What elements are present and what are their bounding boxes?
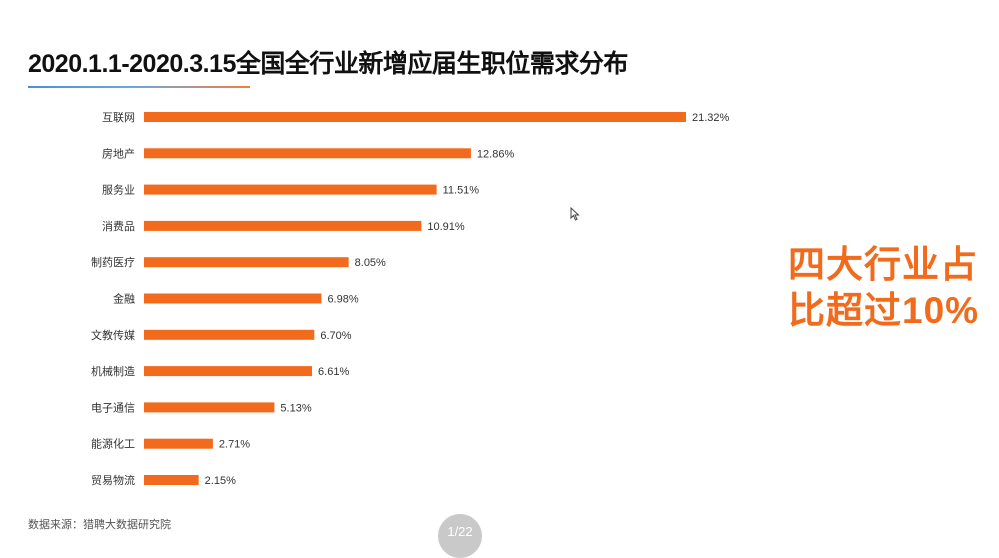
- value-label: 6.61%: [318, 366, 349, 378]
- bar: [144, 293, 322, 304]
- bar: [144, 366, 313, 377]
- category-label: 消费品: [102, 219, 135, 233]
- category-label: 文教传媒: [91, 328, 135, 342]
- title-underline: [28, 86, 250, 88]
- page-number: 1/22: [447, 524, 473, 539]
- bar-chart: 互联网 21.32% 房地产 12.86% 服务业 11.51% 消费品 10.91% 制药医疗…: [91, 111, 730, 487]
- category-label: 互联网: [102, 111, 135, 124]
- bar: [144, 148, 471, 159]
- data-source: 数据来源：猎聘大数据研究院: [28, 519, 171, 531]
- chart-title: 2020.1.1-2020.3.15全国全行业新增应届生职位需求分布: [28, 50, 628, 78]
- category-label: 能源化工: [91, 437, 135, 451]
- page-indicator[interactable]: 1/22: [438, 514, 482, 558]
- category-label: 服务业: [102, 184, 135, 197]
- bar: [144, 475, 199, 485]
- bar: [144, 112, 686, 122]
- value-label: 21.32%: [692, 112, 730, 124]
- value-label: 5.13%: [280, 402, 311, 414]
- callout-text: 四大行业占 比超过10%: [788, 242, 993, 334]
- category-label: 机械制造: [91, 364, 135, 378]
- bar: [144, 402, 275, 413]
- category-label: 金融: [113, 292, 135, 306]
- category-label: 电子通信: [91, 401, 135, 414]
- value-label: 6.70%: [320, 330, 351, 342]
- bar: [144, 184, 437, 195]
- value-label: 2.71%: [219, 439, 250, 451]
- value-label: 8.05%: [355, 257, 386, 269]
- bar: [144, 220, 422, 231]
- category-label: 制药医疗: [91, 255, 135, 269]
- category-label: 房地产: [102, 146, 135, 160]
- value-label: 6.98%: [327, 294, 358, 306]
- value-label: 10.91%: [427, 221, 465, 233]
- bar: [144, 257, 349, 268]
- value-label: 2.15%: [205, 475, 236, 487]
- value-label: 11.51%: [443, 185, 480, 197]
- mouse-cursor-icon: [570, 207, 580, 221]
- category-label: 贸易物流: [91, 473, 135, 487]
- callout-line-2: 比超过10%: [788, 290, 980, 331]
- callout-line-1: 四大行业占: [788, 244, 978, 285]
- bar: [144, 438, 213, 449]
- slide: 2020.1.1-2020.3.15全国全行业新增应届生职位需求分布 互联网 21…: [28, 50, 993, 558]
- bar: [144, 329, 315, 340]
- value-label: 12.86%: [477, 148, 515, 160]
